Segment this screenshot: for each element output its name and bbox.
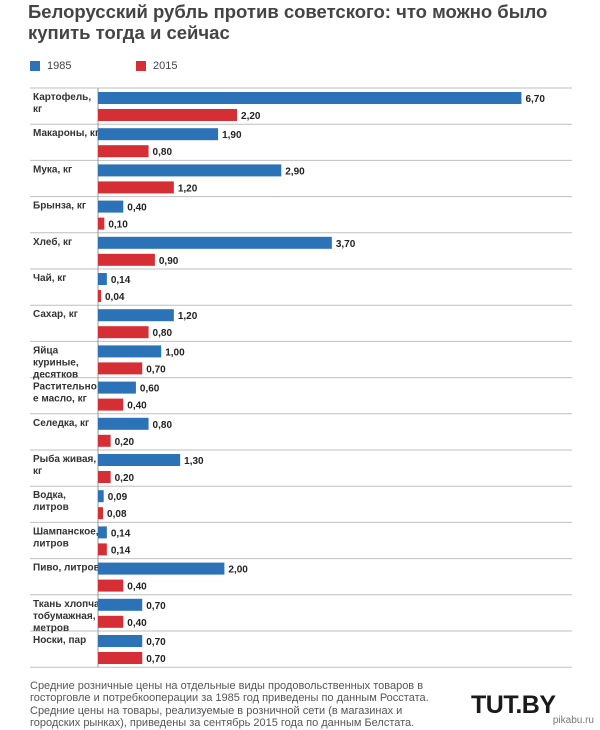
value-label-1985: 1,20 (178, 311, 198, 322)
tutby-logo: TUT.BY (471, 691, 556, 719)
category-label: Макароны, кг (33, 128, 99, 139)
legend-swatch-1985 (30, 61, 40, 71)
value-label-1985: 6,70 (525, 94, 545, 105)
value-label-2015: 0,40 (127, 582, 147, 593)
value-label-2015: 2,20 (241, 111, 261, 122)
bar-1985 (98, 273, 107, 285)
category-label: Ткань хлопча тобумажная, метров (33, 599, 100, 634)
category-label: Водка, литров (33, 490, 69, 513)
value-label-1985: 0,40 (127, 203, 147, 214)
legend-swatch-2015 (136, 61, 146, 71)
value-label-1985: 1,30 (184, 456, 204, 467)
watermark: pikabu.ru (552, 715, 594, 726)
bar-2015 (98, 362, 143, 375)
bar-2015 (98, 434, 111, 447)
chart-title: Белорусский рубль против советского: что… (28, 1, 548, 43)
value-label-2015: 0,90 (159, 256, 179, 267)
category-label: Картофель, кг (33, 91, 91, 115)
value-label-2015: 0,70 (146, 364, 166, 375)
value-label-2015: 1,20 (178, 183, 198, 194)
value-label-2015: 0,40 (127, 401, 147, 412)
bar-1985 (98, 164, 282, 177)
category-label: Пиво, литров (33, 563, 100, 574)
bar-1985 (98, 598, 143, 611)
bar-1985 (98, 92, 522, 104)
footnote-line: Средние цены на товары, реализуемые в ро… (30, 704, 403, 717)
value-label-1985: 2,90 (285, 166, 305, 177)
category-label: Хлеб, кг (33, 236, 72, 248)
footnote-line: госторговле и потребкооперации за 1985 г… (30, 692, 429, 705)
value-label-1985: 1,90 (222, 130, 242, 141)
bar-2015 (98, 398, 124, 411)
bar-2015 (98, 543, 107, 556)
category-label: Чай, кг (33, 273, 66, 284)
bar-1985 (98, 562, 225, 575)
bar-1985 (98, 309, 174, 322)
value-label-1985: 1,00 (165, 347, 185, 358)
bar-1985 (98, 490, 104, 503)
bar-2015 (98, 507, 104, 520)
category-label: Рыба живая, кг (33, 453, 96, 477)
footnote-line: Средние розничные цены на отдельные виды… (30, 680, 424, 692)
category-label: Растительно е масло, кг (33, 382, 97, 405)
category-label: Брынза, кг (33, 201, 86, 212)
bar-2015 (98, 579, 124, 592)
legend-item-1985: 1985 (30, 60, 71, 72)
value-label-2015: 0,08 (107, 509, 127, 520)
bar-2015 (98, 217, 105, 230)
value-label-2015: 0,20 (115, 437, 135, 448)
category-label: Носки, пар (33, 635, 86, 646)
bar-2015 (98, 652, 143, 664)
bar-2015 (98, 181, 174, 194)
bar-1985 (98, 236, 332, 249)
value-label-1985: 0,09 (108, 492, 128, 503)
value-label-2015: 0,70 (146, 654, 166, 665)
bar-1985 (98, 381, 136, 394)
bar-1985 (98, 526, 107, 539)
bar-2015 (98, 109, 238, 121)
value-label-1985: 0,70 (146, 601, 166, 612)
bar-1985 (98, 200, 124, 213)
value-label-2015: 0,80 (153, 147, 173, 158)
bar-2015 (98, 471, 111, 483)
value-label-2015: 0,10 (108, 220, 128, 231)
value-label-1985: 0,70 (146, 637, 166, 648)
value-label-1985: 2,00 (228, 565, 248, 576)
value-label-2015: 0,40 (127, 618, 147, 629)
legend-label-2015: 2015 (153, 60, 178, 72)
bar-2015 (98, 326, 149, 339)
value-label-2015: 0,20 (115, 473, 135, 484)
value-label-1985: 0,14 (111, 275, 131, 286)
legend-item-2015: 2015 (136, 60, 177, 72)
value-label-2015: 0,80 (153, 328, 173, 339)
category-label: Мука, кг (33, 164, 72, 175)
bar-2015 (98, 615, 124, 628)
footnote-line: городских рынках), приведены за сентябрь… (30, 717, 415, 730)
value-label-2015: 0,14 (111, 545, 131, 556)
bar-2015 (98, 145, 149, 158)
category-label: Сахар, кг (33, 309, 78, 320)
value-label-1985: 0,80 (153, 420, 173, 431)
bar-1985 (98, 128, 219, 141)
bar-1985 (98, 345, 162, 358)
bar-1985 (98, 454, 181, 466)
category-label: Селедка, кг (33, 418, 89, 429)
footnote: Средние розничные цены на отдельные виды… (30, 680, 450, 730)
bar-1985 (98, 635, 143, 647)
bar-2015 (98, 253, 155, 266)
legend-label-1985: 1985 (47, 60, 72, 72)
value-label-1985: 3,70 (336, 239, 356, 250)
value-label-1985: 0,14 (111, 528, 131, 539)
value-label-1985: 0,60 (140, 384, 160, 395)
category-label: Яйца куриные, десятков (33, 345, 79, 380)
value-label-2015: 0,04 (105, 292, 125, 303)
category-label: Шампанское, литров (33, 526, 99, 549)
bar-1985 (98, 417, 149, 430)
bar-2015 (98, 290, 101, 302)
